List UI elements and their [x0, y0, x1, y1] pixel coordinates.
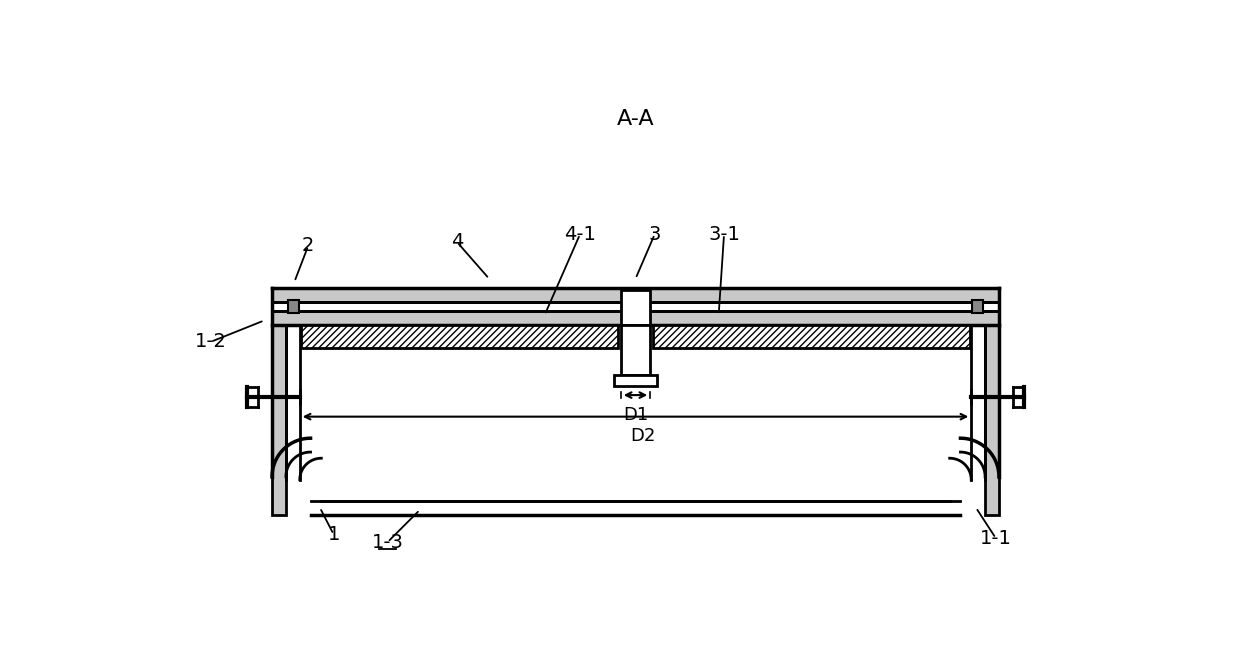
- Bar: [972, 300, 983, 313]
- Text: 1: 1: [327, 525, 340, 544]
- Text: 1-1: 1-1: [980, 529, 1012, 548]
- Text: 4-1: 4-1: [564, 224, 596, 244]
- Bar: [971, 325, 999, 515]
- Bar: [339, 488, 932, 515]
- Bar: [272, 325, 286, 515]
- Text: 2: 2: [303, 236, 315, 255]
- Bar: [621, 290, 650, 325]
- Text: 3-1: 3-1: [708, 224, 740, 244]
- Bar: [272, 288, 999, 302]
- Text: D1: D1: [622, 406, 649, 424]
- Bar: [621, 325, 650, 375]
- Text: D2: D2: [630, 428, 656, 446]
- Text: A-A: A-A: [616, 109, 655, 129]
- Bar: [985, 325, 999, 515]
- Bar: [614, 375, 657, 386]
- Text: 1-2: 1-2: [195, 333, 227, 351]
- Bar: [653, 325, 970, 348]
- Bar: [272, 288, 999, 325]
- Bar: [932, 488, 999, 515]
- Bar: [272, 325, 300, 515]
- Text: 4: 4: [450, 232, 463, 251]
- Bar: [288, 300, 299, 313]
- Bar: [272, 488, 339, 515]
- Bar: [301, 325, 618, 348]
- Text: 1-3: 1-3: [372, 532, 403, 552]
- Text: 3: 3: [649, 224, 661, 244]
- Bar: [272, 311, 999, 325]
